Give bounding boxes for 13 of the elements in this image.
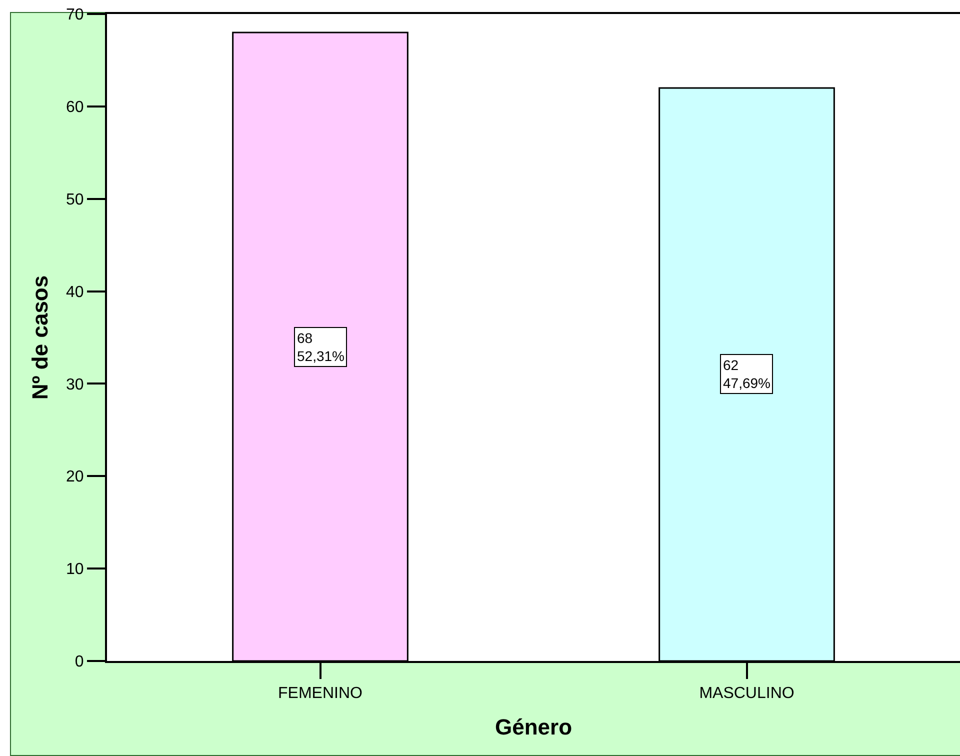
x-axis-title: Género <box>494 714 572 740</box>
y-tick-label: 40 <box>66 284 84 301</box>
data-label: 62 47,69% <box>723 357 770 392</box>
y-tick-label: 50 <box>66 191 84 208</box>
y-tick-label: 20 <box>66 468 84 486</box>
y-axis-title: Nº de casos <box>27 275 52 400</box>
x-tick-label: MASCULINO <box>699 685 794 702</box>
y-tick-label: 0 <box>74 654 84 671</box>
x-tick-label: FEMENINO <box>278 685 362 702</box>
y-tick-label: 60 <box>66 99 84 116</box>
y-tick-label: 30 <box>66 376 84 394</box>
data-label: 68 52,31% <box>297 330 344 364</box>
y-tick-label: 10 <box>66 561 84 578</box>
